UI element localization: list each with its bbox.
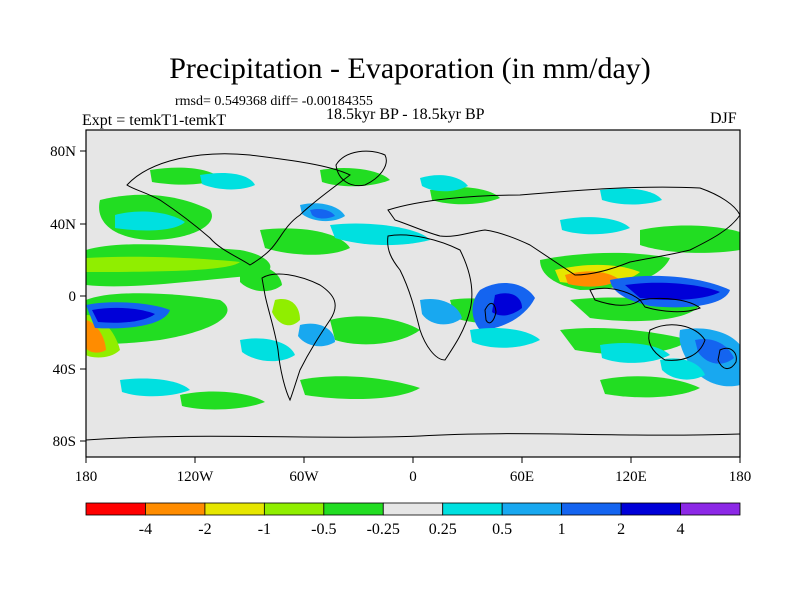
- colorbar-swatch: [204, 502, 265, 516]
- colorbar-swatch: [263, 502, 325, 516]
- stats-line: rmsd= 0.549368 diff= -0.00184355: [175, 94, 373, 109]
- period-label: 18.5kyr BP - 18.5kyr BP: [326, 106, 485, 123]
- colorbar-label: 2: [617, 521, 625, 538]
- colorbar-swatch: [442, 502, 503, 516]
- lat-label-80s: 80S: [53, 434, 76, 450]
- colorbar-label: 4: [677, 521, 685, 538]
- colorbar-label: -0.5: [311, 521, 336, 538]
- season-label: DJF: [710, 110, 737, 127]
- coastlines: [86, 150, 740, 441]
- colorbar-label: 0.5: [492, 521, 512, 538]
- colorbar-swatch: [382, 502, 444, 516]
- colorbar-swatch: [145, 502, 206, 516]
- colorbar-swatch: [620, 502, 681, 516]
- colorbar: [85, 502, 741, 516]
- longitude-axis: 180 120W 60W 0 60E 120E 180: [75, 457, 752, 485]
- colorbar-label: 1: [558, 521, 566, 538]
- lat-label-80n: 80N: [50, 144, 76, 160]
- colorbar-labels: -4 -2 -1 -0.5 -0.25 0.25 0.5 1 2 4: [139, 521, 685, 538]
- colorbar-label: -0.25: [367, 521, 400, 538]
- colorbar-label: -2: [198, 521, 211, 538]
- lon-label-60e: 60E: [510, 469, 534, 485]
- lon-label-120w: 120W: [177, 469, 215, 485]
- lon-label-180e: 180: [729, 469, 752, 485]
- colorbar-swatch: [323, 502, 384, 516]
- latitude-axis: 80N 40N 0 40S 80S: [50, 144, 86, 450]
- lat-label-40n: 40N: [50, 217, 76, 233]
- colorbar-label: -1: [258, 521, 271, 538]
- plot-title: Precipitation - Evaporation (in mm/day): [169, 52, 651, 85]
- colorbar-label: -4: [139, 521, 152, 538]
- lat-label-40s: 40S: [53, 362, 76, 378]
- lon-label-120e: 120E: [615, 469, 647, 485]
- colorbar-swatch: [561, 502, 622, 516]
- colorbar-swatch: [85, 502, 146, 516]
- experiment-label: Expt = temkT1-temkT: [82, 112, 227, 129]
- lon-label-60w: 60W: [289, 469, 319, 485]
- lon-label-180w: 180: [75, 469, 98, 485]
- lon-label-0: 0: [409, 469, 417, 485]
- colorbar-label: 0.25: [429, 521, 457, 538]
- anomaly-field: [86, 167, 740, 410]
- colorbar-swatch: [680, 502, 741, 516]
- colorbar-swatch: [501, 502, 563, 516]
- lat-label-0: 0: [69, 289, 77, 305]
